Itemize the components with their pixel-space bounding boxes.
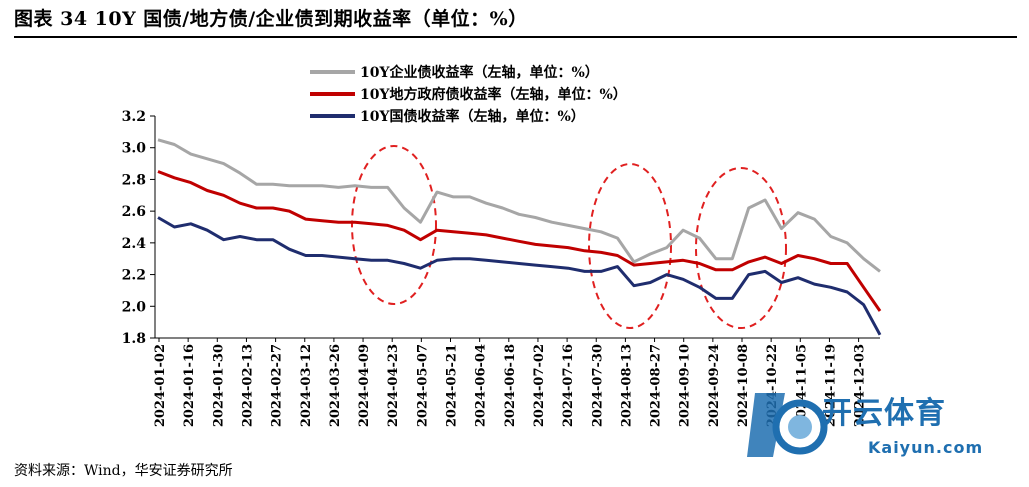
y-tick-label: 3.0 [122,141,147,157]
x-tick-label: 2024-07-16 [561,344,576,427]
y-tick-label: 2.0 [122,299,147,315]
x-tick-label: 2024-01-30 [211,344,226,427]
x-tick-label: 2024-01-02 [153,344,168,427]
y-tick-label: 1.8 [122,331,146,347]
x-tick-label: 2024-02-27 [270,344,285,427]
x-tick-label: 2024-03-12 [299,344,314,427]
annotation-ellipses [351,145,787,329]
x-tick-label: 2024-01-16 [182,344,197,427]
legend-label-treasury: 10Y国债收益率（左轴，单位：%） [360,108,585,125]
x-tick-label: 2024-06-18 [503,344,518,427]
x-tick-label: 2024-07-02 [532,344,547,427]
x-tick-label: 2024-03-26 [328,344,343,427]
x-tick-label: 2024-09-24 [707,344,722,427]
x-tick-label: 2024-11-19 [823,344,838,427]
watermark-brand: 开云体育 [822,396,946,431]
x-tick-label: 2024-02-13 [240,344,255,427]
x-tick-label: 2024-07-30 [590,344,605,427]
x-tick-label: 2024-08-27 [649,344,664,427]
y-tick-label: 2.2 [122,268,146,284]
series-line-corp [157,138,881,273]
x-tick-label: 2024-06-04 [474,344,489,427]
x-tick-label: 2024-08-13 [619,344,634,427]
x-tick-label: 2024-12-03 [853,344,868,427]
highlight-ellipse [351,145,437,305]
source-note: 资料来源：Wind，华安证券研究所 [14,463,233,479]
watermark-sub: Kaiyun.com [868,438,984,457]
y-tick-label: 2.4 [122,236,147,252]
x-tick-label: 2024-04-09 [357,344,372,427]
legend: 10Y企业债收益率（左轴，单位：%） 10Y地方政府债收益率（左轴，单位：%） 10… [310,64,627,125]
legend-label-local: 10Y地方政府债收益率（左轴，单位：%） [360,86,627,103]
series-lines [157,138,882,336]
series-line-treasury [157,216,882,336]
y-tick-label: 2.8 [122,172,146,188]
x-tick-label: 2024-10-08 [736,344,751,427]
watermark-logo-icon [747,393,828,457]
legend-label-corp: 10Y企业债收益率（左轴，单位：%） [360,64,599,81]
x-tick-label: 2024-09-10 [678,344,693,427]
highlight-ellipse [588,163,672,329]
y-tick-label: 2.6 [122,204,146,220]
chart-title: 图表 34 10Y 国债/地方债/企业债到期收益率（单位：%） [14,8,528,30]
x-tick-label: 2024-04-23 [386,344,401,427]
y-axis: 1.8 2.0 2.2 2.4 2.6 2.8 3.0 3.2 [122,109,156,347]
y-tick-label: 3.2 [122,109,146,125]
series-line-local [157,170,882,312]
x-tick-label: 2024-05-07 [415,344,430,427]
title-rule [14,36,1017,38]
highlight-ellipse [695,167,787,329]
x-tick-label: 2024-05-21 [445,344,460,427]
